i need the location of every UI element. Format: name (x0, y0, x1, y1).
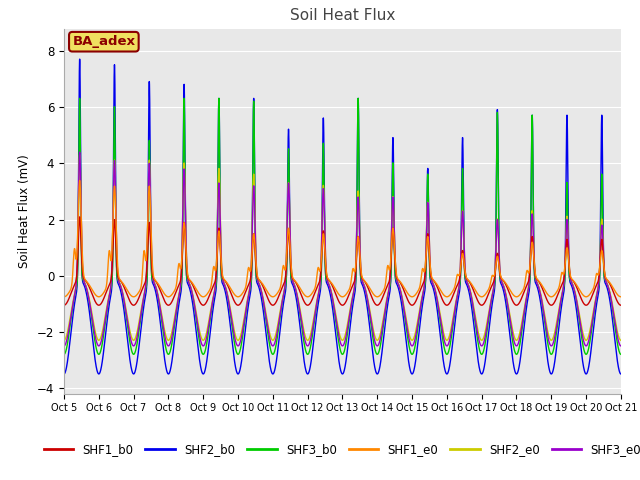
Line: SHF3_e0: SHF3_e0 (64, 152, 621, 346)
SHF2_e0 (176, 288, 184, 294)
SHF3_b0 (176, 290, 184, 296)
SHF1_e0 (164, 294, 172, 300)
SHF2_e0 (537, 292, 545, 298)
SHF3_e0 (495, 253, 503, 259)
SHF3_b0 (617, 351, 625, 357)
SHF1_b0 (523, 283, 531, 289)
Line: SHF3_b0: SHF3_b0 (64, 98, 621, 354)
SHF3_b0 (60, 351, 68, 357)
SHF2_e0 (495, 253, 503, 259)
SHF3_e0 (176, 290, 184, 296)
SHF2_e0 (393, 277, 401, 283)
SHF1_e0 (495, 265, 503, 271)
SHF2_e0 (617, 337, 625, 343)
SHF1_e0 (60, 294, 68, 300)
SHF1_e0 (537, 281, 545, 287)
SHF3_e0 (364, 295, 371, 300)
SHF3_b0 (537, 294, 545, 300)
SHF2_b0 (537, 302, 545, 308)
SHF3_e0 (523, 295, 531, 301)
SHF1_b0 (393, 276, 401, 281)
SHF1_e0 (176, 263, 184, 268)
SHF1_b0 (617, 302, 625, 308)
SHF2_b0 (617, 371, 625, 377)
Line: SHF2_e0: SHF2_e0 (64, 155, 621, 340)
SHF3_b0 (523, 296, 531, 301)
SHF2_e0 (523, 294, 531, 300)
Line: SHF1_b0: SHF1_b0 (64, 217, 621, 305)
SHF3_b0 (495, 258, 503, 264)
SHF1_e0 (364, 281, 371, 287)
SHF2_e0 (364, 293, 371, 299)
SHF1_b0 (495, 265, 503, 271)
SHF2_b0 (523, 304, 531, 310)
SHF3_e0 (393, 278, 401, 284)
SHF1_e0 (393, 275, 401, 280)
SHF2_b0 (76, 56, 84, 62)
Legend: SHF1_b0, SHF2_b0, SHF3_b0, SHF1_e0, SHF2_e0, SHF3_e0: SHF1_b0, SHF2_b0, SHF3_b0, SHF1_e0, SHF2… (39, 438, 640, 461)
SHF3_e0 (60, 343, 68, 349)
SHF1_e0 (523, 269, 531, 275)
Title: Soil Heat Flux: Soil Heat Flux (290, 9, 395, 24)
Line: SHF2_b0: SHF2_b0 (64, 59, 621, 374)
SHF3_b0 (76, 96, 84, 101)
Y-axis label: Soil Heat Flux (mV): Soil Heat Flux (mV) (19, 155, 31, 268)
SHF1_b0 (176, 281, 184, 287)
SHF2_b0 (495, 255, 503, 261)
SHF2_b0 (176, 297, 184, 303)
SHF1_e0 (617, 294, 625, 300)
SHF3_e0 (76, 149, 84, 155)
SHF1_e0 (76, 178, 84, 183)
SHF2_b0 (393, 281, 401, 287)
SHF1_b0 (60, 302, 68, 308)
SHF3_b0 (364, 295, 371, 301)
SHF3_e0 (617, 343, 625, 349)
SHF2_e0 (60, 337, 68, 343)
SHF3_e0 (537, 294, 545, 300)
SHF1_b0 (76, 214, 84, 220)
SHF2_b0 (364, 303, 371, 309)
SHF2_b0 (60, 371, 68, 377)
SHF1_b0 (364, 283, 371, 288)
Text: BA_adex: BA_adex (72, 35, 135, 48)
SHF2_e0 (76, 152, 84, 157)
SHF3_b0 (393, 278, 401, 284)
SHF1_b0 (537, 282, 545, 288)
Line: SHF1_e0: SHF1_e0 (64, 180, 621, 297)
